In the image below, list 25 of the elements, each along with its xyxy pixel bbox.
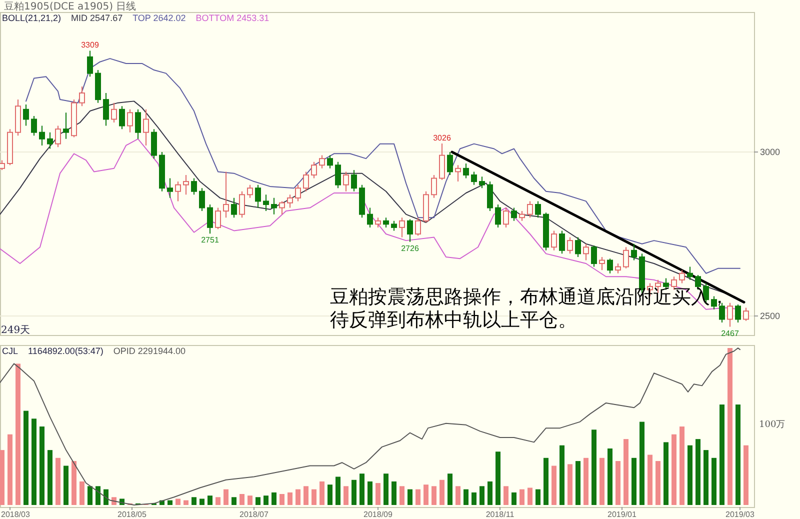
text: MID 2547.67 [71, 13, 123, 23]
x-tick-label: 2019/03 [726, 510, 756, 519]
annotation: 待反弹到布林中轨以上平仓。 [330, 309, 577, 331]
text: TOP 2642.02 [132, 13, 186, 23]
y-tick-label: 2500 [760, 310, 780, 321]
text: 100万 [759, 420, 786, 430]
annotation: 3309 [81, 40, 100, 50]
x-tick-label: 2018/09 [364, 510, 394, 519]
x-tick-label: 2018/05 [118, 510, 148, 519]
annotation: 2751 [201, 236, 220, 245]
annotation: 3026 [433, 133, 452, 142]
text: BOTTOM 2453.31 [196, 13, 270, 23]
x-tick-label: 2019/01 [608, 510, 638, 519]
y-tick-label: 3000 [760, 147, 780, 158]
x-tick-label: 2018/07 [240, 510, 270, 519]
annotation: 2467 [721, 328, 740, 338]
text: OPID 2291944.00 [113, 346, 186, 356]
legend-title: CJL [2, 346, 18, 356]
x-tick-label: 2018/11 [486, 510, 515, 519]
legend-title: BOLL(21,21,2) [2, 13, 62, 23]
x-tick-label: 2018/03 [1, 510, 30, 519]
chart-title: 豆粕1905(DCE a1905) 日线 [4, 0, 136, 12]
annotation: 249天 [1, 325, 30, 336]
annotation: 2726 [401, 244, 420, 253]
series-label: 1164892.00(53:47) [28, 346, 104, 356]
